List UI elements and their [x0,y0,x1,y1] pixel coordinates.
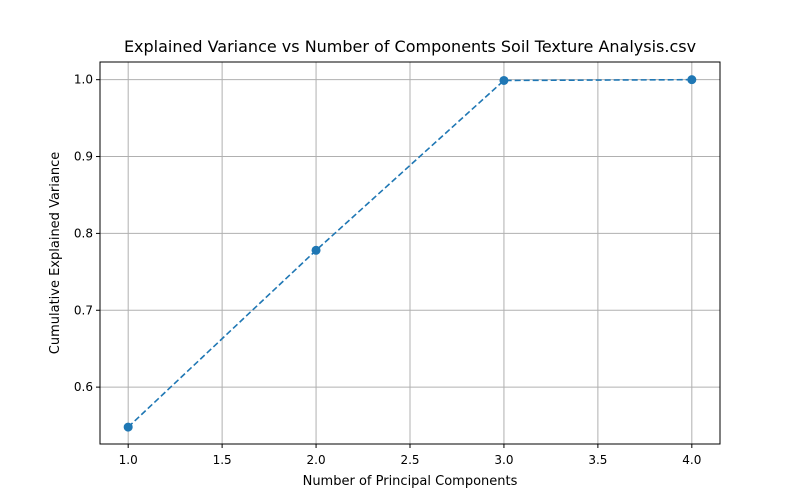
x-tick-label: 4.0 [682,453,701,467]
y-axis-label: Cumulative Explained Variance [48,152,63,354]
data-point [687,75,697,85]
grid [100,62,720,444]
x-tick-label: 3.5 [588,453,607,467]
series-layer [123,75,697,432]
y-tick-label: 1.0 [74,73,93,87]
x-tick-label: 1.0 [119,453,138,467]
x-axis-label: Number of Principal Components [303,474,518,489]
chart-title: Explained Variance vs Number of Componen… [124,37,696,56]
x-tick-label: 2.5 [400,453,419,467]
y-tick-label: 0.7 [74,303,93,317]
x-tick-label: 1.5 [213,453,232,467]
series-line [127,78,692,428]
y-tick-label: 0.9 [74,150,93,164]
y-tick-label: 0.6 [74,380,93,394]
y-tick-label: 0.8 [74,226,93,240]
x-tick-label: 2.0 [307,453,326,467]
data-point [499,75,509,85]
y-axis: 0.6 0.7 0.8 0.9 1.0 [74,73,100,394]
data-point [123,422,133,432]
x-tick-label: 3.0 [494,453,513,467]
x-axis: 1.0 1.5 2.0 2.5 3.0 3.5 4.0 [119,444,701,467]
data-point [311,245,321,255]
